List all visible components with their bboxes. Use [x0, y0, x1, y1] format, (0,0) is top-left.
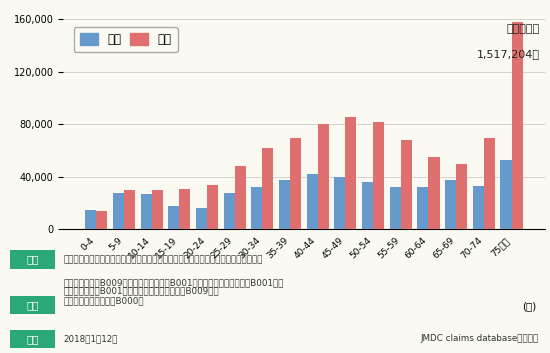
- Text: 疾病: 疾病: [26, 300, 39, 310]
- Text: 条件: 条件: [26, 255, 39, 264]
- Bar: [456, 164, 468, 229]
- Bar: [235, 167, 246, 229]
- Bar: [223, 193, 235, 229]
- Bar: [140, 194, 152, 229]
- Bar: [334, 177, 345, 229]
- Text: 2018年1～12月: 2018年1～12月: [63, 334, 118, 343]
- Bar: [473, 186, 484, 229]
- Bar: [484, 138, 495, 229]
- Bar: [251, 187, 262, 229]
- Text: 単純ヘルペス（B009）、口唇ヘルペス（B001）、単純口唇ヘルペス（B001）、: 単純ヘルペス（B009）、口唇ヘルペス（B001）、単純口唇ヘルペス（B001）…: [63, 278, 284, 287]
- Bar: [85, 210, 96, 229]
- Bar: [417, 187, 428, 229]
- Bar: [500, 160, 512, 229]
- Text: 期間: 期間: [26, 334, 39, 344]
- Text: 下記疾病を診断され，抗ヘルペスウイルス薬（外用・内服・点滴）が処方された患者: 下記疾病を診断され，抗ヘルペスウイルス薬（外用・内服・点滴）が処方された患者: [63, 255, 263, 264]
- Text: 顏面ヘルペス（B001）、再発性単純ヘルペス（B009）、: 顏面ヘルペス（B001）、再発性単純ヘルペス（B009）、: [63, 287, 219, 296]
- Bar: [373, 122, 384, 229]
- Bar: [401, 140, 412, 229]
- Bar: [290, 138, 301, 229]
- Bar: [96, 211, 107, 229]
- Legend: 男性, 女性: 男性, 女性: [74, 28, 178, 52]
- Bar: [279, 180, 290, 229]
- Bar: [168, 206, 179, 229]
- Bar: [345, 116, 356, 229]
- Bar: [179, 189, 190, 229]
- Bar: [362, 182, 373, 229]
- Bar: [445, 180, 456, 229]
- Bar: [318, 125, 329, 229]
- Bar: [152, 190, 163, 229]
- Text: カポジ水痘様発疹症（B000）: カポジ水痘様発疹症（B000）: [63, 296, 144, 305]
- Bar: [124, 190, 135, 229]
- Bar: [262, 148, 273, 229]
- Text: 推計患者数: 推計患者数: [507, 24, 540, 34]
- Text: 1,517,204人: 1,517,204人: [477, 49, 540, 59]
- Text: (歳): (歳): [522, 301, 536, 311]
- Bar: [390, 187, 401, 229]
- Bar: [428, 157, 439, 229]
- Text: JMDC claims databaseより作図: JMDC claims databaseより作図: [421, 334, 539, 343]
- Bar: [512, 22, 522, 229]
- Bar: [307, 174, 318, 229]
- Bar: [207, 185, 218, 229]
- Bar: [113, 193, 124, 229]
- Bar: [196, 208, 207, 229]
